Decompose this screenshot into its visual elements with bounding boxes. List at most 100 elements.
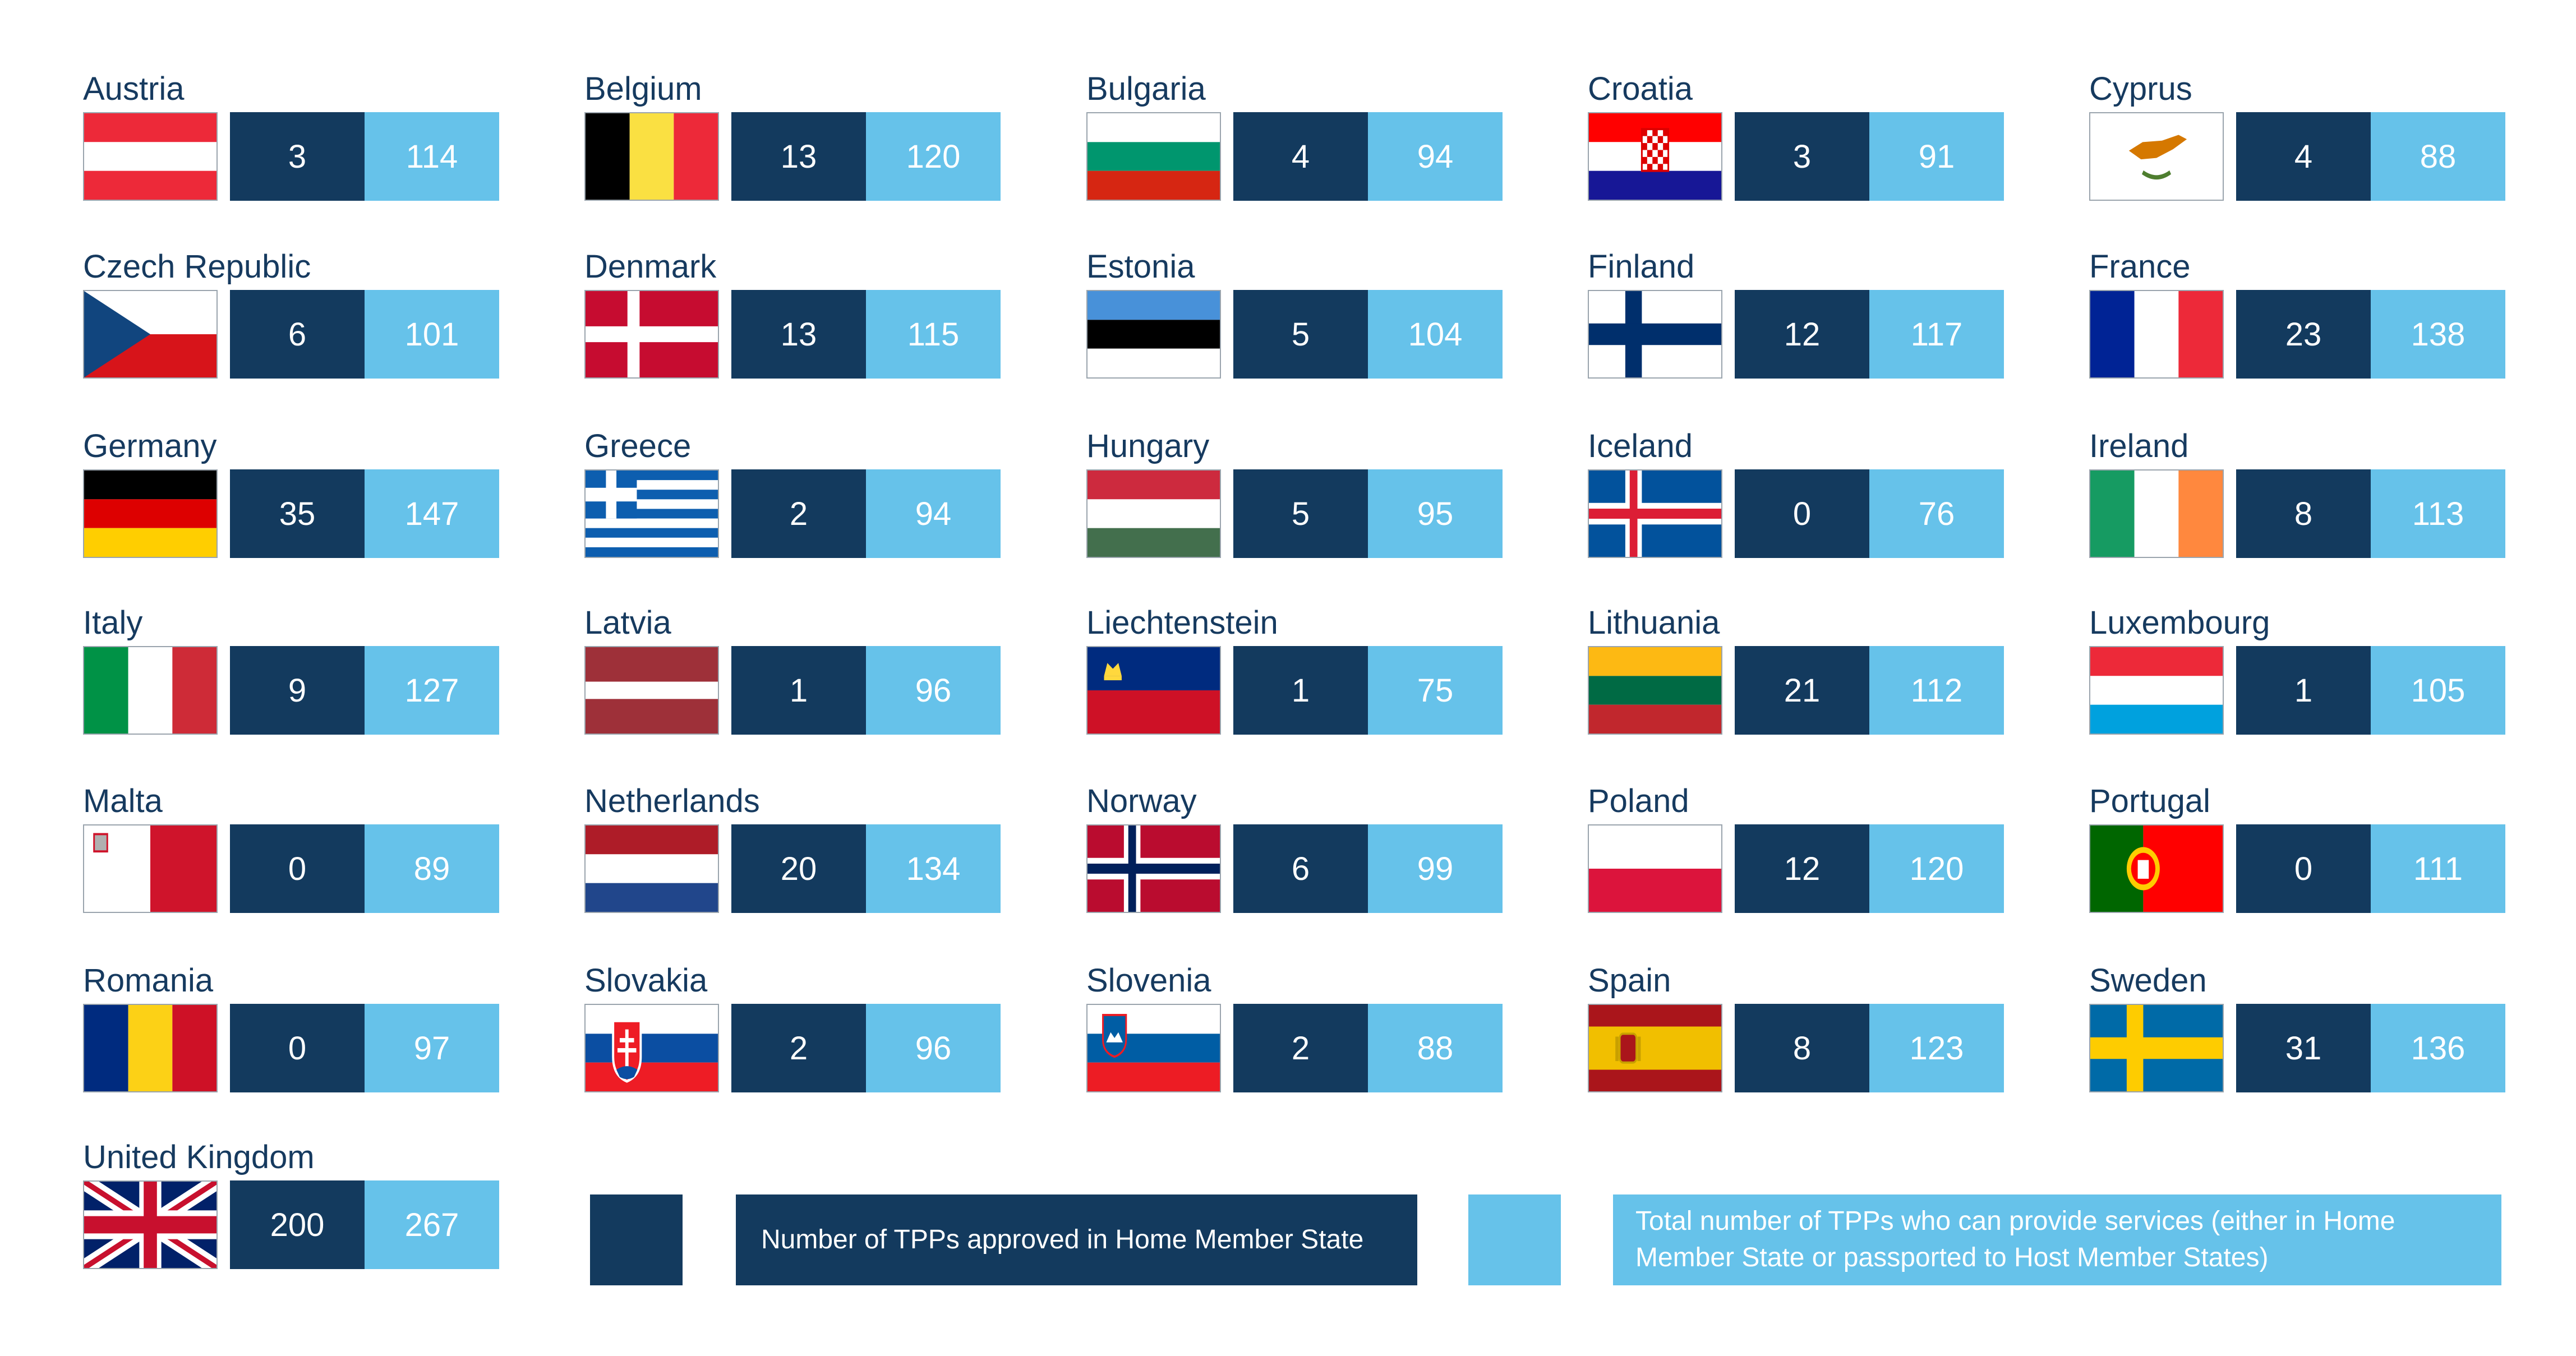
country-luxembourg-approved-value: 1 [2236, 646, 2371, 735]
denmark-flag [584, 290, 719, 379]
country-finland-name: Finland [1588, 248, 1695, 285]
country-netherlands-total-value: 134 [866, 824, 1001, 913]
country-malta-total-value: 89 [365, 824, 499, 913]
norway-flag [1086, 824, 1221, 913]
country-hungary-name: Hungary [1086, 428, 1210, 464]
slovenia-flag [1086, 1004, 1221, 1092]
country-denmark-name: Denmark [584, 248, 717, 285]
country-czech-republic-approved-value: 6 [230, 290, 365, 379]
country-slovenia-name: Slovenia [1086, 962, 1211, 999]
country-lithuania-total-value: 112 [1869, 646, 2004, 735]
portugal-flag [2089, 824, 2224, 913]
country-romania-name: Romania [83, 962, 214, 999]
country-cyprus-name: Cyprus [2089, 71, 2192, 107]
country-malta-approved-value: 0 [230, 824, 365, 913]
country-france-total-value: 138 [2371, 290, 2505, 379]
country-liechtenstein-name: Liechtenstein [1086, 605, 1278, 641]
france-flag [2089, 290, 2224, 379]
ireland-flag [2089, 469, 2224, 558]
estonia-flag [1086, 290, 1221, 379]
country-sweden-total-value: 136 [2371, 1004, 2505, 1092]
country-cyprus-cell: Cyprus 4 88 [2089, 73, 2515, 241]
slovakia-flag [584, 1004, 719, 1092]
netherlands-flag [584, 824, 719, 913]
country-slovenia-total-value: 88 [1368, 1004, 1503, 1092]
country-luxembourg-name: Luxembourg [2089, 605, 2270, 641]
country-slovakia-cell: Slovakia 2 96 [584, 965, 1011, 1133]
country-liechtenstein-approved-value: 1 [1233, 646, 1368, 735]
country-cyprus-total-value: 88 [2371, 112, 2505, 201]
poland-flag [1588, 824, 1722, 913]
country-cyprus-approved-value: 4 [2236, 112, 2371, 201]
country-denmark-total-value: 115 [866, 290, 1001, 379]
country-ireland-total-value: 113 [2371, 469, 2505, 558]
legend-swatch-total [1468, 1194, 1561, 1285]
country-united-kingdom-name: United Kingdom [83, 1139, 315, 1175]
finland-flag [1588, 290, 1722, 379]
country-lithuania-cell: Lithuania 21 112 [1588, 607, 2014, 775]
country-luxembourg-total-value: 105 [2371, 646, 2505, 735]
country-romania-approved-value: 0 [230, 1004, 365, 1092]
country-slovakia-total-value: 96 [866, 1004, 1001, 1092]
country-hungary-cell: Hungary 5 95 [1086, 430, 1513, 598]
country-sweden-cell: Sweden 31 136 [2089, 965, 2515, 1133]
country-iceland-cell: Iceland 0 76 [1588, 430, 2014, 598]
country-germany-approved-value: 35 [230, 469, 365, 558]
liechtenstein-flag [1086, 646, 1221, 735]
country-denmark-cell: Denmark 13 115 [584, 251, 1011, 419]
country-norway-cell: Norway 6 99 [1086, 785, 1513, 953]
country-poland-approved-value: 12 [1735, 824, 1869, 913]
country-latvia-cell: Latvia 1 96 [584, 607, 1011, 775]
country-hungary-total-value: 95 [1368, 469, 1503, 558]
country-finland-approved-value: 12 [1735, 290, 1869, 379]
country-bulgaria-cell: Bulgaria 4 94 [1086, 73, 1513, 241]
country-germany-total-value: 147 [365, 469, 499, 558]
country-spain-total-value: 123 [1869, 1004, 2004, 1092]
country-liechtenstein-total-value: 75 [1368, 646, 1503, 735]
country-belgium-total-value: 120 [866, 112, 1001, 201]
country-romania-cell: Romania 0 97 [83, 965, 509, 1133]
country-portugal-name: Portugal [2089, 783, 2211, 819]
country-austria-name: Austria [83, 71, 185, 107]
country-france-name: France [2089, 248, 2191, 285]
country-greece-cell: Greece 2 94 [584, 430, 1011, 598]
germany-flag [83, 469, 218, 558]
country-liechtenstein-cell: Liechtenstein 1 75 [1086, 607, 1513, 775]
country-hungary-approved-value: 5 [1233, 469, 1368, 558]
cyprus-flag [2089, 112, 2224, 201]
country-portugal-total-value: 111 [2371, 824, 2505, 913]
czech-republic-flag [83, 290, 218, 379]
country-croatia-total-value: 91 [1869, 112, 2004, 201]
country-slovakia-approved-value: 2 [731, 1004, 866, 1092]
country-germany-cell: Germany 35 147 [83, 430, 509, 598]
malta-flag [83, 824, 218, 913]
country-poland-total-value: 120 [1869, 824, 2004, 913]
country-slovenia-cell: Slovenia 2 88 [1086, 965, 1513, 1133]
country-norway-name: Norway [1086, 783, 1197, 819]
country-poland-cell: Poland 12 120 [1588, 785, 2014, 953]
country-romania-total-value: 97 [365, 1004, 499, 1092]
country-estonia-cell: Estonia 5 104 [1086, 251, 1513, 419]
country-portugal-approved-value: 0 [2236, 824, 2371, 913]
country-slovakia-name: Slovakia [584, 962, 708, 999]
country-estonia-name: Estonia [1086, 248, 1195, 285]
country-netherlands-cell: Netherlands 20 134 [584, 785, 1011, 953]
country-luxembourg-cell: Luxembourg 1 105 [2089, 607, 2515, 775]
country-united-kingdom-approved-value: 200 [230, 1180, 365, 1269]
country-croatia-approved-value: 3 [1735, 112, 1869, 201]
country-malta-name: Malta [83, 783, 163, 819]
country-austria-total-value: 114 [365, 112, 499, 201]
country-finland-total-value: 117 [1869, 290, 2004, 379]
country-france-approved-value: 23 [2236, 290, 2371, 379]
country-portugal-cell: Portugal 0 111 [2089, 785, 2515, 953]
country-denmark-approved-value: 13 [731, 290, 866, 379]
country-croatia-name: Croatia [1588, 71, 1693, 107]
country-spain-cell: Spain 8 123 [1588, 965, 2014, 1133]
country-slovenia-approved-value: 2 [1233, 1004, 1368, 1092]
country-netherlands-name: Netherlands [584, 783, 760, 819]
country-spain-name: Spain [1588, 962, 1671, 999]
latvia-flag [584, 646, 719, 735]
country-bulgaria-name: Bulgaria [1086, 71, 1206, 107]
country-finland-cell: Finland 12 117 [1588, 251, 2014, 419]
country-croatia-cell: Croatia 3 91 [1588, 73, 2014, 241]
